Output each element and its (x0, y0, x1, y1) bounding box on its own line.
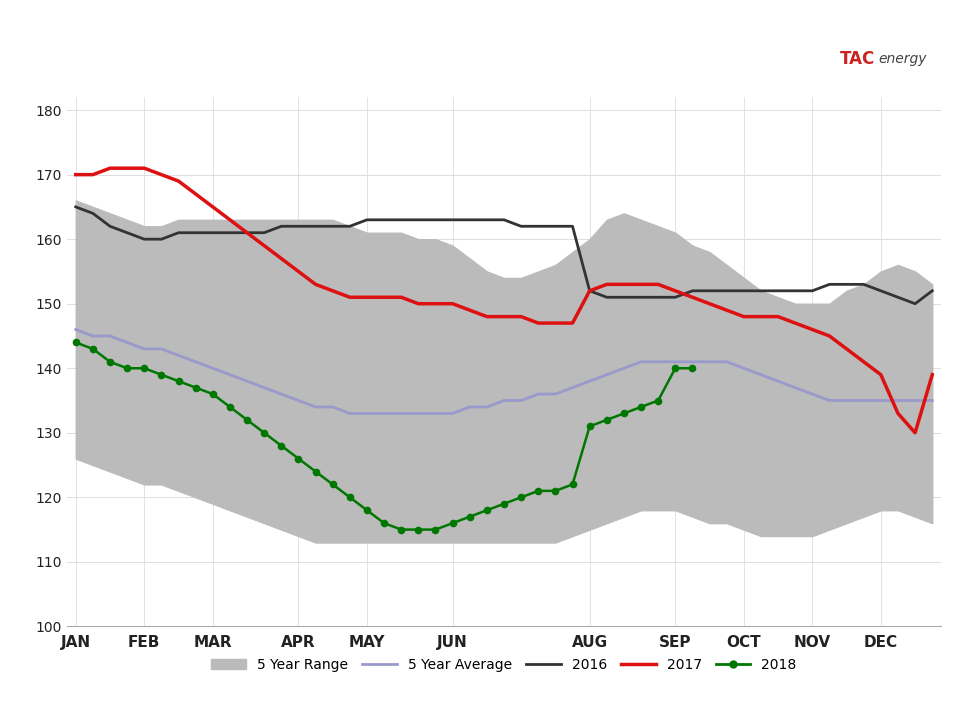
Text: TAC: TAC (840, 50, 876, 68)
Text: Diesel  TOTAL US: Diesel TOTAL US (367, 19, 593, 44)
Text: energy: energy (878, 52, 927, 66)
Legend: 5 Year Range, 5 Year Average, 2016, 2017, 2018: 5 Year Range, 5 Year Average, 2016, 2017… (205, 652, 803, 678)
